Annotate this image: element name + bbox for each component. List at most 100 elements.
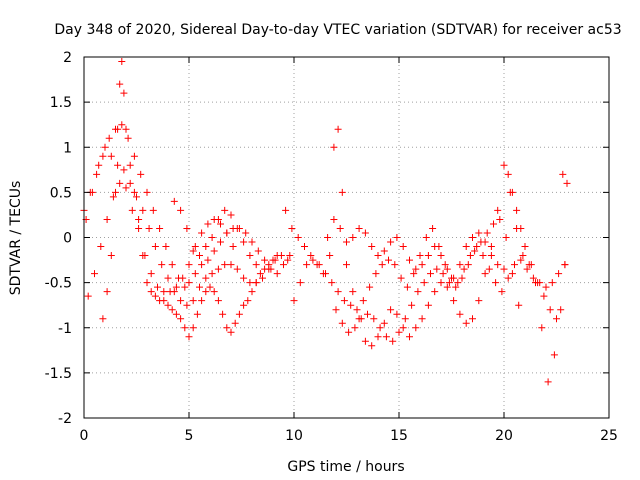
data-point (561, 261, 569, 269)
data-point (477, 238, 485, 246)
data-point (443, 283, 451, 291)
data-point (355, 224, 363, 232)
data-point (158, 261, 166, 269)
data-point (370, 315, 378, 323)
data-point (515, 301, 523, 309)
data-point (338, 188, 346, 196)
data-point (143, 279, 151, 287)
data-point (382, 333, 390, 341)
chart-title: Day 348 of 2020, Sidereal Day-to-day VTE… (54, 22, 621, 38)
data-point (246, 279, 254, 287)
data-point (368, 243, 376, 251)
data-point (172, 310, 180, 318)
data-point (487, 243, 495, 251)
data-point (261, 265, 269, 273)
data-point (508, 188, 516, 196)
data-point (120, 89, 128, 97)
data-point (471, 247, 479, 255)
data-point (139, 206, 147, 214)
data-point (466, 252, 474, 260)
data-point (183, 301, 191, 309)
data-point (328, 279, 336, 287)
data-point (393, 310, 401, 318)
data-point (103, 288, 111, 296)
data-point (361, 229, 369, 237)
data-point (538, 324, 546, 332)
data-point (504, 274, 512, 282)
data-point (181, 324, 189, 332)
data-point (437, 252, 445, 260)
data-point (490, 220, 497, 228)
data-point (183, 224, 191, 232)
data-point (177, 297, 185, 305)
data-point (508, 270, 516, 278)
data-point (521, 243, 529, 251)
y-tick-labels: -2 -1.5 -1 -0.5 0 0.5 1 1.5 2 (45, 50, 72, 427)
data-point (124, 134, 132, 142)
y-tick-label: -1 (58, 321, 72, 337)
data-point (177, 315, 185, 323)
x-tick-label: 0 (80, 428, 89, 444)
data-point (464, 261, 472, 269)
data-point (439, 270, 447, 278)
data-point (116, 80, 124, 88)
data-point (290, 297, 298, 305)
data-point (118, 58, 126, 66)
data-point (206, 283, 214, 291)
data-point (240, 274, 248, 282)
data-point (410, 270, 418, 278)
data-point (445, 279, 453, 287)
data-point (233, 265, 241, 273)
data-point (210, 288, 218, 296)
data-point (460, 265, 468, 273)
data-series-4 (99, 58, 281, 341)
data-point (303, 261, 311, 269)
data-point (170, 197, 178, 205)
data-point (385, 256, 392, 264)
data-point (107, 152, 115, 160)
data-point (429, 224, 437, 232)
data-point (462, 243, 470, 251)
data-point (145, 224, 153, 232)
data-point (246, 252, 254, 260)
data-point (462, 319, 470, 327)
data-point (105, 134, 113, 142)
data-point (403, 283, 411, 291)
data-point (326, 252, 334, 260)
data-point (469, 234, 476, 241)
data-point (500, 161, 508, 169)
data-point (479, 252, 487, 260)
data-point (118, 121, 126, 129)
data-point (210, 247, 218, 255)
data-point (130, 188, 138, 196)
data-point (368, 342, 376, 350)
data-point (340, 297, 348, 305)
data-point (248, 288, 256, 296)
data-point (233, 224, 241, 232)
data-point (347, 301, 355, 309)
data-point (456, 310, 464, 318)
data-point (492, 279, 500, 287)
data-point (498, 288, 506, 296)
data-point (296, 279, 304, 287)
data-point (330, 143, 338, 151)
data-point (137, 170, 145, 178)
x-tick-label: 10 (285, 428, 303, 444)
data-point (502, 234, 510, 241)
data-point (219, 310, 227, 318)
data-point (441, 261, 449, 269)
data-point (372, 270, 380, 278)
data-point (431, 288, 439, 296)
data-point (450, 274, 458, 282)
data-point (156, 224, 164, 232)
data-point (540, 292, 548, 300)
data-point (380, 319, 388, 327)
data-point (357, 315, 365, 323)
data-point (401, 315, 409, 323)
data-point (248, 238, 256, 246)
data-point (529, 274, 537, 282)
data-point (450, 297, 458, 305)
data-point (487, 252, 495, 260)
data-point (563, 179, 571, 187)
data-point (185, 333, 193, 341)
